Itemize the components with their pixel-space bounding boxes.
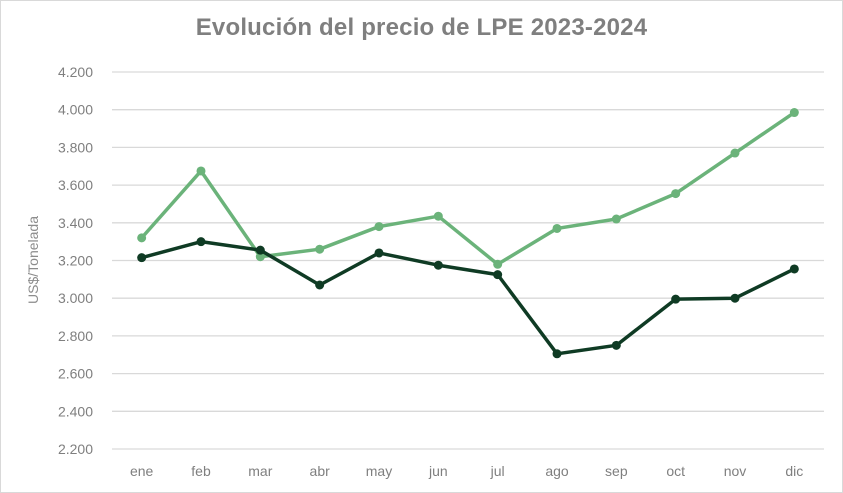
- y-tick-label: 3.200: [58, 253, 93, 269]
- data-point: [611, 340, 621, 350]
- series-2: [137, 237, 799, 359]
- data-point: [315, 244, 325, 254]
- x-tick-label: jul: [490, 463, 505, 479]
- data-point: [433, 211, 443, 221]
- x-tick-label: ene: [130, 463, 154, 479]
- y-tick-label: 2.600: [58, 366, 93, 382]
- series-1: [137, 108, 799, 269]
- gridlines: [112, 71, 824, 450]
- data-point: [315, 280, 325, 290]
- data-point: [730, 293, 740, 303]
- y-tick-label: 2.200: [58, 441, 93, 457]
- data-point: [789, 264, 799, 274]
- y-tick-label: 2.400: [58, 403, 93, 419]
- y-tick-label: 3.600: [58, 177, 93, 193]
- data-point: [374, 248, 384, 258]
- data-point: [433, 260, 443, 270]
- data-point: [255, 245, 265, 255]
- y-axis-ticks: 2.200 2.400 2.600 2.800 3.000 3.200 3.400 3.600…: [58, 64, 93, 457]
- chart-title: Evolución del precio de LPE 2023-2024: [195, 14, 648, 41]
- data-point: [552, 349, 562, 359]
- series-line: [139, 110, 797, 267]
- data-point: [374, 222, 384, 232]
- data-point: [789, 108, 799, 118]
- x-tick-label: mar: [248, 463, 272, 479]
- x-tick-label: may: [366, 463, 392, 479]
- x-tick-label: nov: [724, 463, 747, 479]
- y-tick-label: 3.400: [58, 215, 93, 231]
- data-point: [552, 223, 562, 233]
- data-point: [255, 252, 265, 262]
- data-point: [196, 237, 206, 247]
- data-point: [137, 233, 147, 243]
- data-point: [671, 294, 681, 304]
- x-tick-label: oct: [666, 463, 685, 479]
- x-axis-ticks: ene feb mar abr may jun jul ago sep oct nov dic: [130, 463, 803, 479]
- data-point: [611, 214, 621, 224]
- data-point: [493, 259, 503, 269]
- y-axis-label: US$/Tonelada: [25, 216, 41, 304]
- series-line: [139, 239, 797, 356]
- data-point: [196, 166, 206, 176]
- y-tick-label: 3.000: [58, 290, 93, 306]
- x-tick-label: feb: [191, 463, 211, 479]
- y-tick-label: 2.800: [58, 328, 93, 344]
- x-tick-label: ago: [545, 463, 569, 479]
- series-group: [137, 108, 799, 359]
- y-tick-label: 4.000: [58, 102, 93, 118]
- data-point: [493, 270, 503, 280]
- x-tick-label: dic: [785, 463, 803, 479]
- x-tick-label: jun: [428, 463, 448, 479]
- x-tick-label: sep: [605, 463, 628, 479]
- y-tick-label: 3.800: [58, 139, 93, 155]
- data-point: [730, 148, 740, 158]
- y-tick-label: 4.200: [58, 64, 93, 80]
- x-tick-label: abr: [310, 463, 331, 479]
- data-point: [137, 253, 147, 263]
- data-point: [671, 189, 681, 199]
